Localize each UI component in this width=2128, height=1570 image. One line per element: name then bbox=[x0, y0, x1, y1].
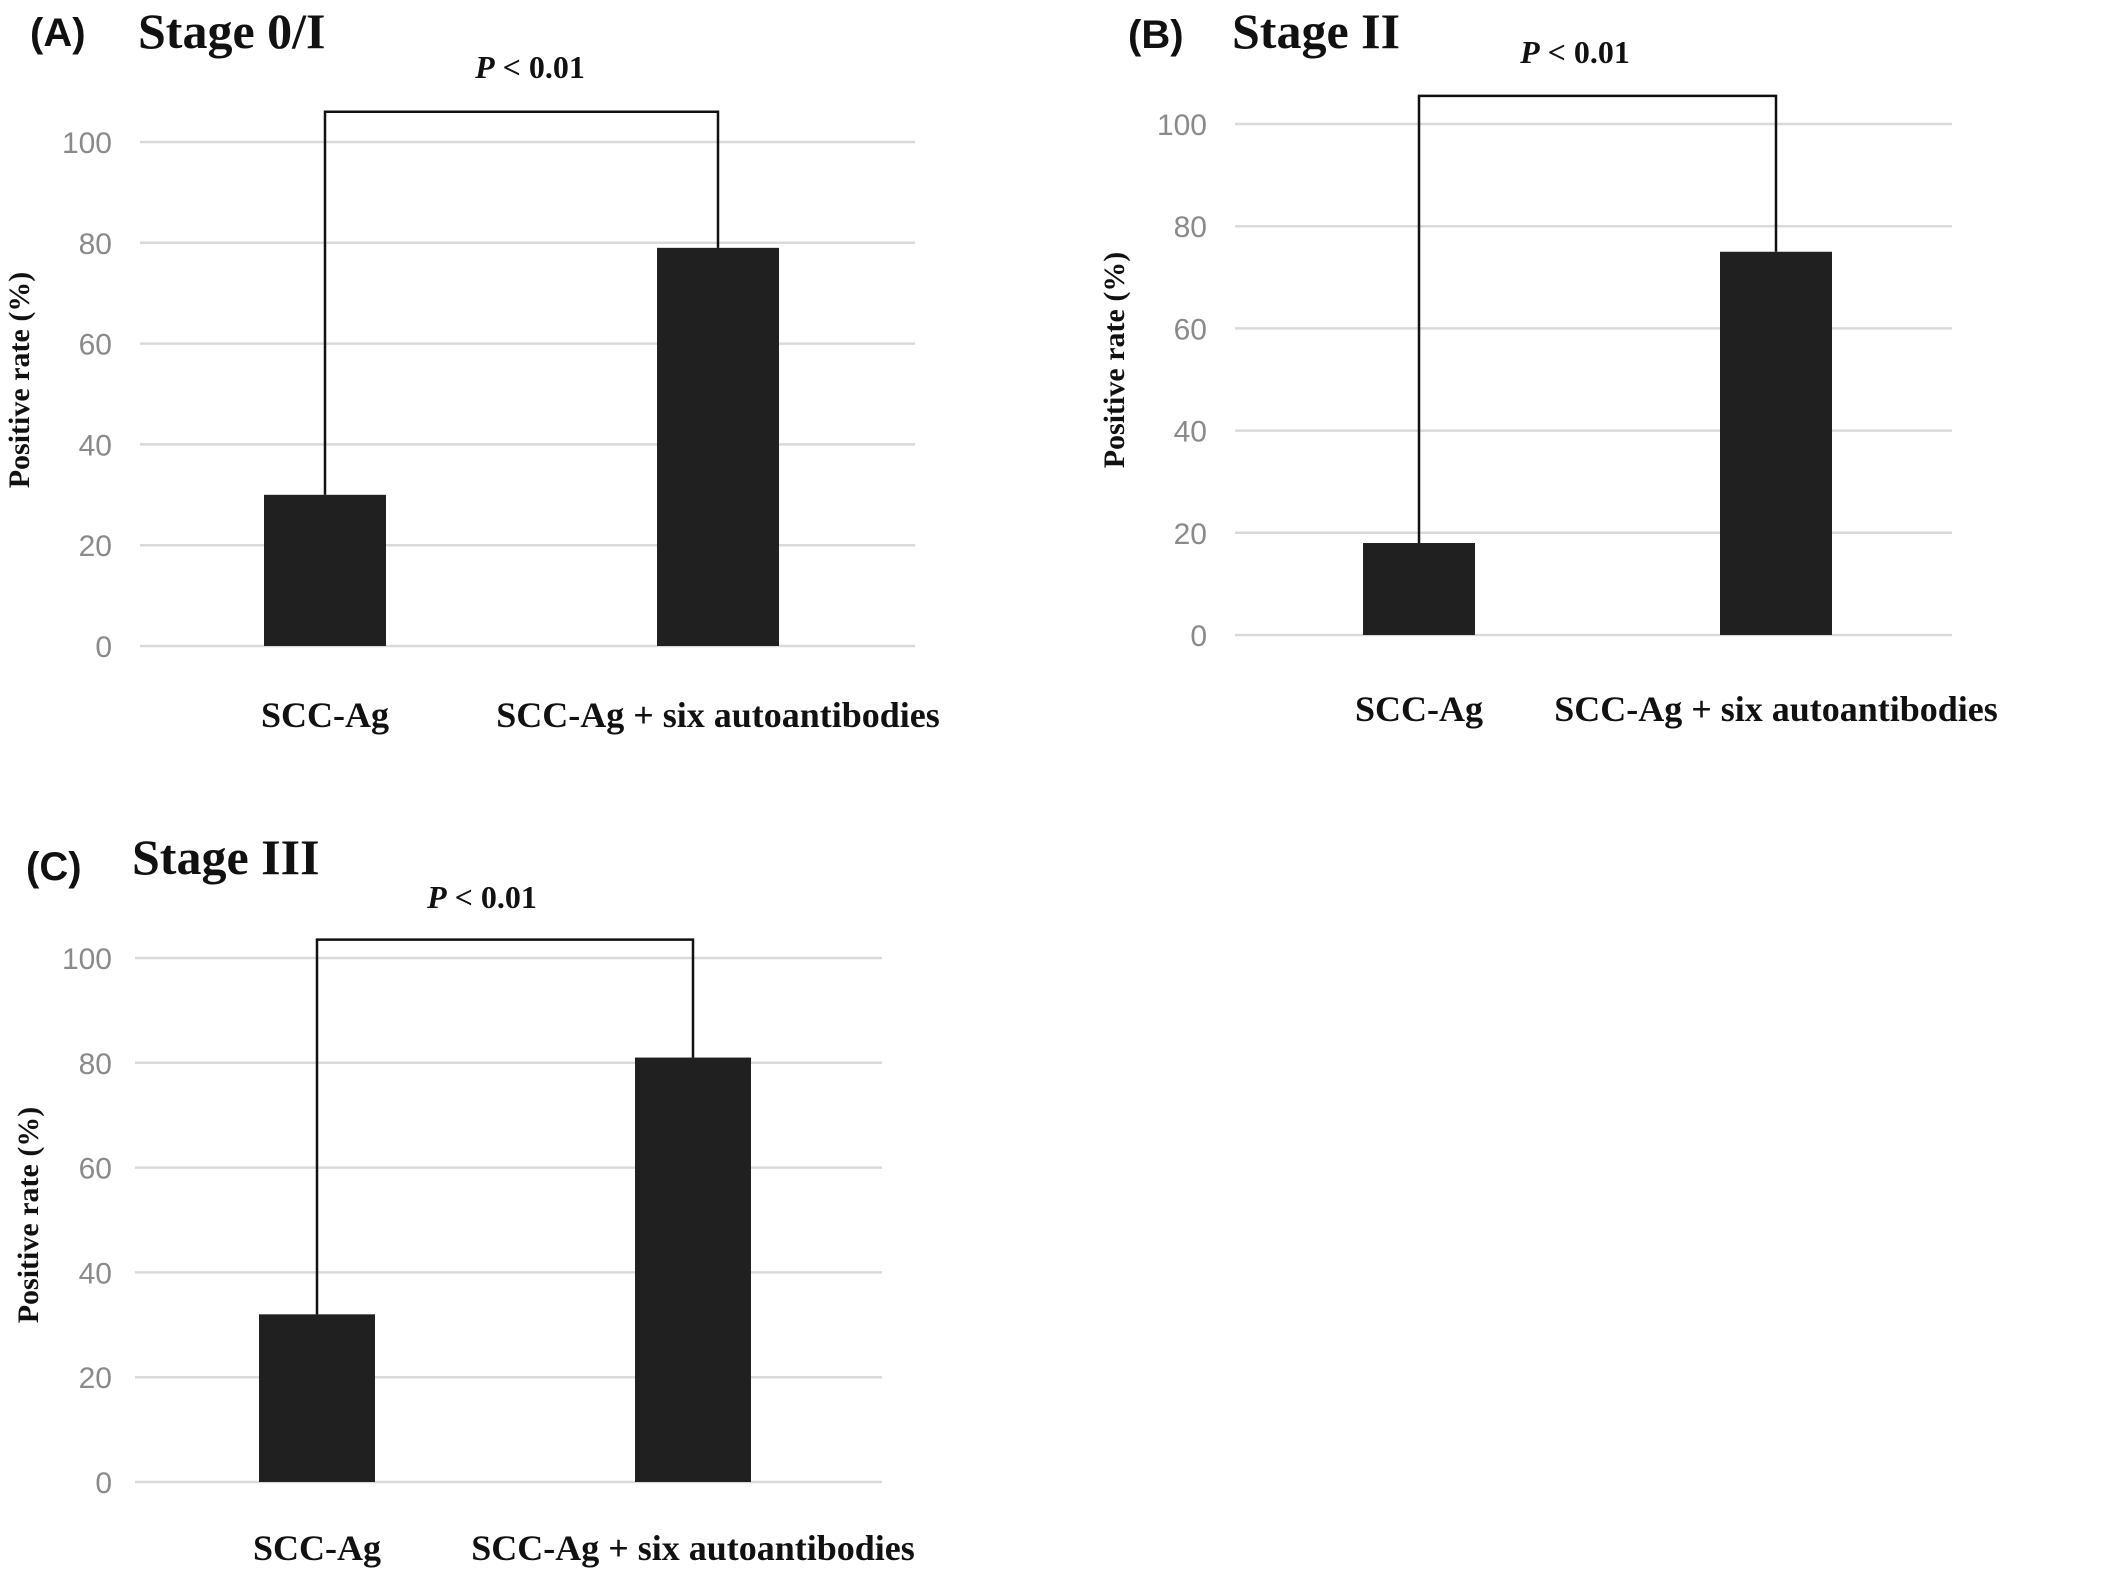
panel-a-y-ticks: 0 20 40 60 80 100 bbox=[62, 127, 112, 664]
panel-c-category-label-scc-ag-six-autoantibodies: SCC-Ag + six autoantibodies bbox=[471, 1528, 915, 1568]
panel-a-bar-scc-ag-six-autoantibodies bbox=[657, 247, 779, 646]
panel-c-bar-scc-ag-six-autoantibodies bbox=[635, 1057, 751, 1482]
panel-a-y-axis-label: Positive rate (%) bbox=[3, 272, 36, 489]
panel-b-category-label-scc-ag: SCC-Ag bbox=[1355, 689, 1483, 729]
panel-c: (C) Stage III P < 0.01 Positive rate (%)… bbox=[12, 829, 915, 1568]
panel-c-p-value: P < 0.01 bbox=[426, 879, 537, 915]
panel-a-significance-bracket bbox=[323, 110, 720, 495]
panel-b-y-tick-40: 40 bbox=[1174, 416, 1207, 449]
panel-c-p-text: < 0.01 bbox=[447, 879, 537, 915]
panel-a-y-tick-80: 80 bbox=[79, 228, 112, 261]
panel-b-letter: (B) bbox=[1128, 13, 1184, 57]
panel-a-title: Stage 0/I bbox=[138, 3, 326, 59]
panel-b-bracket-line bbox=[1417, 94, 1778, 544]
panel-a-p-value: P < 0.01 bbox=[474, 49, 585, 85]
panel-c-y-tick-80: 80 bbox=[79, 1048, 112, 1081]
panel-b-y-tick-100: 100 bbox=[1157, 109, 1207, 142]
panel-c-bar-scc-ag bbox=[259, 1314, 375, 1482]
panel-c-category-label-scc-ag: SCC-Ag bbox=[253, 1528, 381, 1568]
panel-a-p-symbol: P bbox=[474, 49, 495, 85]
panel-c-y-tick-100: 100 bbox=[62, 943, 112, 976]
panel-b-bar-scc-ag-six-autoantibodies bbox=[1720, 251, 1832, 635]
panel-c-y-ticks: 0 20 40 60 80 100 bbox=[62, 943, 112, 1500]
panel-a: (A) Stage 0/I P < 0.01 Positive rate (%)… bbox=[3, 3, 940, 735]
panel-b-y-axis-label: Positive rate (%) bbox=[1098, 252, 1131, 469]
panel-a-letter: (A) bbox=[30, 11, 86, 55]
panel-b-y-tick-60: 60 bbox=[1174, 313, 1207, 346]
panel-a-category-label-scc-ag-six-autoantibodies: SCC-Ag + six autoantibodies bbox=[496, 695, 940, 735]
panel-c-y-tick-60: 60 bbox=[79, 1153, 112, 1186]
panel-b-significance-bracket bbox=[1417, 94, 1778, 544]
panel-c-gridlines bbox=[135, 956, 882, 1484]
panel-c-y-axis-label: Positive rate (%) bbox=[12, 1107, 45, 1324]
panel-a-y-tick-60: 60 bbox=[79, 329, 112, 362]
panel-c-y-tick-20: 20 bbox=[79, 1362, 112, 1395]
panel-c-significance-bracket bbox=[315, 938, 695, 1315]
panel-a-y-tick-100: 100 bbox=[62, 127, 112, 160]
panel-c-y-tick-0: 0 bbox=[95, 1467, 112, 1500]
panel-c-bracket-line bbox=[315, 938, 695, 1315]
panel-b-bars bbox=[1363, 251, 1832, 635]
panel-b-p-value: P < 0.01 bbox=[1519, 34, 1630, 70]
panel-a-y-tick-0: 0 bbox=[95, 631, 112, 664]
panel-b-title: Stage II bbox=[1232, 3, 1400, 59]
panel-c-title: Stage III bbox=[132, 829, 320, 885]
panel-a-y-tick-40: 40 bbox=[79, 429, 112, 462]
panel-a-category-label-scc-ag: SCC-Ag bbox=[261, 695, 389, 735]
panel-a-bar-scc-ag bbox=[264, 494, 386, 646]
panel-c-y-tick-40: 40 bbox=[79, 1257, 112, 1290]
panel-c-p-symbol: P bbox=[426, 879, 447, 915]
panel-b-p-text: < 0.01 bbox=[1540, 34, 1630, 70]
panel-a-p-text: < 0.01 bbox=[495, 49, 585, 85]
panel-a-y-tick-20: 20 bbox=[79, 530, 112, 563]
panel-a-bars bbox=[264, 247, 779, 646]
panel-c-bars bbox=[259, 1057, 751, 1482]
panel-b-category-label-scc-ag-six-autoantibodies: SCC-Ag + six autoantibodies bbox=[1554, 689, 1998, 729]
panel-b-y-tick-0: 0 bbox=[1190, 620, 1207, 653]
panel-b-y-tick-20: 20 bbox=[1174, 518, 1207, 551]
panel-c-letter: (C) bbox=[26, 845, 82, 889]
panel-a-gridlines bbox=[140, 140, 915, 648]
panel-b-bar-scc-ag bbox=[1363, 543, 1475, 635]
panel-b-y-tick-80: 80 bbox=[1174, 211, 1207, 244]
panel-b-y-ticks: 0 20 40 60 80 100 bbox=[1157, 109, 1207, 653]
panel-b-p-symbol: P bbox=[1519, 34, 1540, 70]
panel-b: (B) Stage II P < 0.01 Positive rate (%) … bbox=[1098, 3, 1998, 729]
panel-b-gridlines bbox=[1235, 122, 1952, 637]
panel-a-bracket-line bbox=[323, 110, 720, 495]
